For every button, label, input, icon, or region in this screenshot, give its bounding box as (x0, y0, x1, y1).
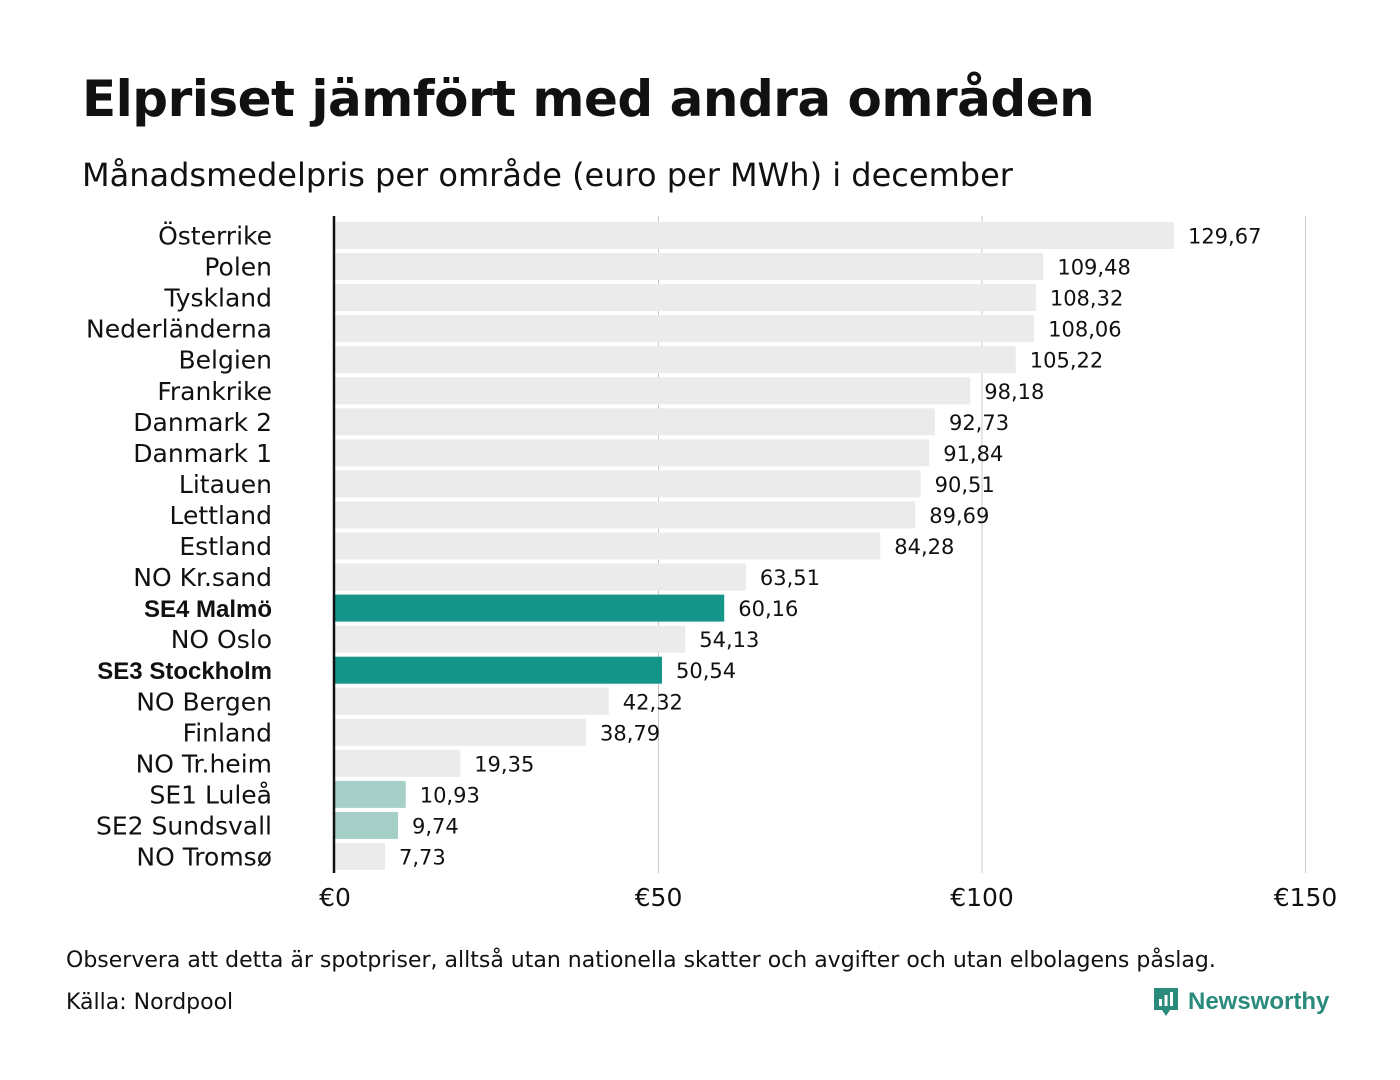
value-label: 10,93 (420, 783, 480, 807)
value-label: 91,84 (943, 442, 1003, 466)
source-credit: Källa: Nordpool (66, 990, 234, 1015)
value-label: 108,32 (1050, 287, 1123, 311)
value-label: 63,51 (760, 566, 820, 590)
category-label: Polen (204, 253, 272, 282)
value-label: 109,48 (1057, 256, 1130, 280)
bar-chart: €0 €50 €100 €150 Österrike 129,67 Polen 109,48 T… (86, 216, 1338, 912)
bar (335, 532, 881, 560)
x-tick-label: €0 (319, 883, 351, 912)
value-label: 84,28 (894, 535, 954, 559)
value-label: 105,22 (1030, 349, 1103, 373)
value-label: 38,79 (600, 721, 660, 745)
value-label: 7,73 (399, 846, 446, 870)
value-label: 19,35 (474, 752, 534, 776)
category-label: NO Bergen (136, 687, 272, 716)
chart-subtitle: Månadsmedelpris per område (euro per MWh… (82, 156, 1013, 194)
footnote: Observera att detta är spotpriser, allts… (66, 948, 1216, 973)
value-label: 54,13 (699, 628, 759, 652)
category-label: Nederländerna (86, 315, 272, 344)
value-label: 92,73 (949, 411, 1009, 435)
bar (335, 470, 921, 498)
value-label: 9,74 (412, 814, 459, 838)
bar (335, 594, 725, 622)
value-label: 108,06 (1048, 318, 1121, 342)
category-label: Frankrike (157, 377, 272, 406)
category-label: Lettland (170, 501, 272, 530)
bar (335, 749, 461, 777)
bar (335, 408, 935, 436)
category-label: SE3 Stockholm (97, 658, 272, 685)
newsworthy-logo-icon (1154, 988, 1178, 1016)
value-label: 89,69 (929, 504, 989, 528)
bar (335, 501, 916, 529)
bar (335, 253, 1044, 281)
bar (335, 625, 686, 653)
category-label: Danmark 2 (133, 408, 272, 437)
category-label: Litauen (179, 470, 272, 499)
category-label: Finland (183, 718, 272, 747)
chart-title: Elpriset jämfört med andra områden (82, 70, 1095, 128)
bar (335, 284, 1036, 312)
bar (335, 377, 971, 405)
bar (335, 780, 406, 808)
category-label: NO Kr.sand (133, 563, 272, 592)
bar (335, 315, 1035, 343)
category-label: SE4 Malmö (144, 596, 272, 623)
category-label: SE1 Luleå (150, 780, 273, 809)
category-label: Danmark 1 (133, 439, 272, 468)
bar (335, 687, 609, 715)
bar (335, 656, 662, 684)
category-label: SE2 Sundsvall (96, 811, 272, 840)
x-tick-label: €100 (950, 883, 1014, 912)
category-label: Estland (179, 532, 272, 561)
bar (335, 222, 1174, 249)
brand-logo: Newsworthy (1152, 986, 1329, 1018)
bar (335, 843, 386, 870)
value-label: 60,16 (738, 597, 798, 621)
category-label: NO Tromsø (136, 843, 272, 872)
bar (335, 346, 1016, 374)
bar (335, 811, 399, 839)
value-label: 129,67 (1188, 225, 1261, 249)
value-label: 90,51 (935, 473, 995, 497)
category-label: Belgien (178, 346, 272, 375)
bar (335, 439, 930, 467)
brand-name: Newsworthy (1188, 988, 1330, 1015)
category-label: Österrike (158, 222, 272, 251)
bar (335, 563, 746, 591)
value-label: 98,18 (984, 380, 1044, 404)
value-label: 50,54 (676, 659, 736, 683)
category-label: Tyskland (163, 284, 272, 313)
value-label: 42,32 (623, 690, 683, 714)
category-label: NO Tr.heim (136, 749, 272, 778)
bar (335, 718, 586, 746)
x-tick-label: €150 (1274, 883, 1338, 912)
category-label: NO Oslo (171, 625, 272, 654)
x-tick-label: €50 (635, 883, 683, 912)
